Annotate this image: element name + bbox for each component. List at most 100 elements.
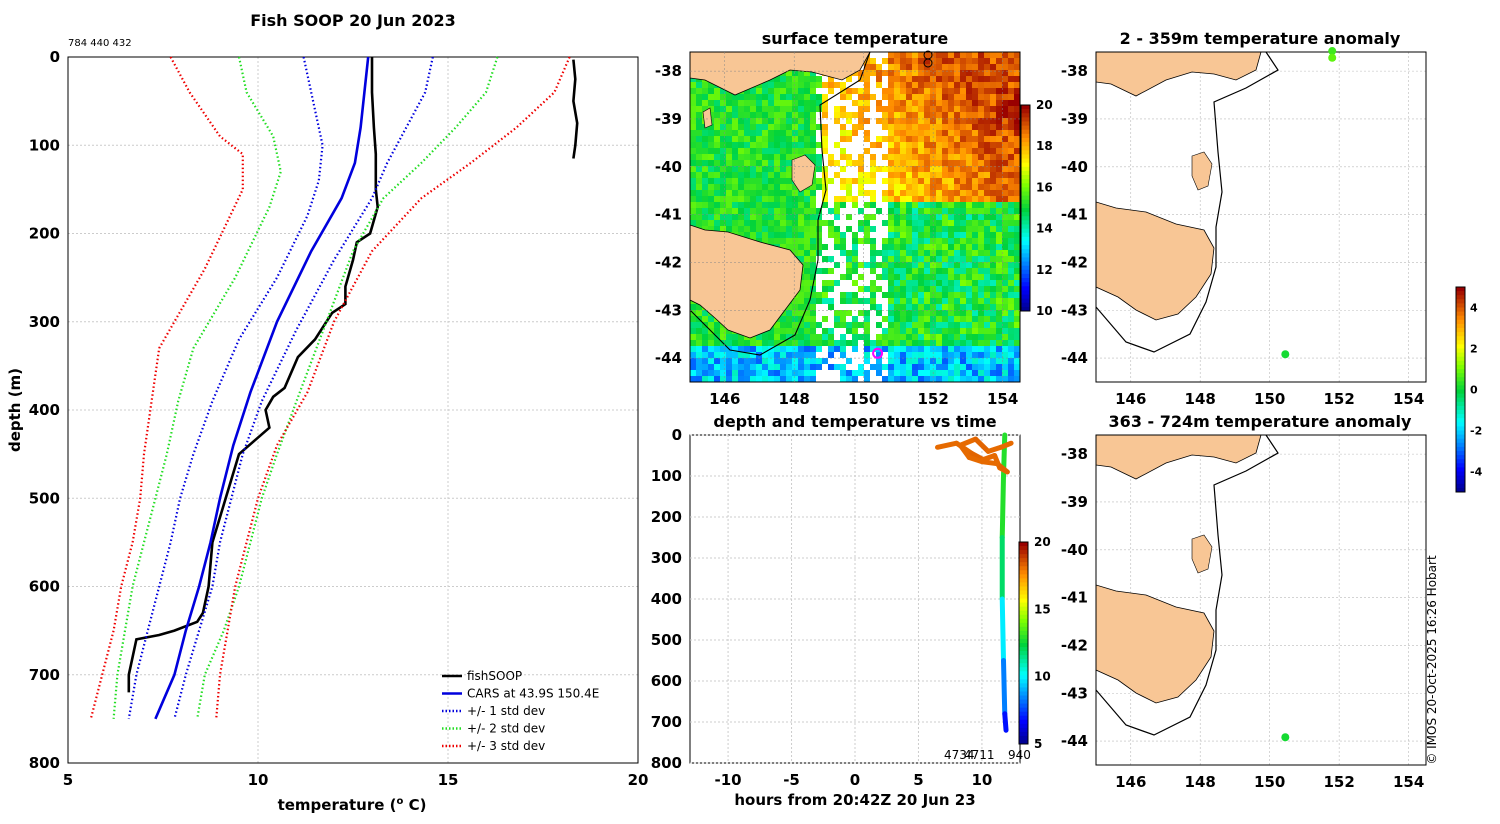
sst-pixel [810, 208, 816, 214]
sst-pixel [768, 226, 774, 232]
sst-pixel [744, 190, 750, 196]
sst-pixel [960, 280, 966, 286]
sst-pixel [708, 208, 714, 214]
sst-pixel [774, 328, 780, 334]
sst-pixel [996, 340, 1002, 346]
sst-pixel [906, 268, 912, 274]
sst-pixel [942, 112, 948, 118]
sst-pixel [756, 112, 762, 118]
sst-pixel [948, 88, 954, 94]
sst-pixel [972, 148, 978, 154]
sst-pixel [798, 112, 804, 118]
sst-pixel [990, 286, 996, 292]
sst-pixel [768, 196, 774, 202]
sst-pixel [990, 118, 996, 124]
sst-pixel [798, 220, 804, 226]
sst-pixel [948, 238, 954, 244]
sst-pixel [906, 76, 912, 82]
sst-pixel [894, 196, 900, 202]
sst-land-victoria [690, 52, 871, 96]
sst-pixel [888, 82, 894, 88]
sst-pixel [954, 334, 960, 340]
depth-time-colorbar-label: 10 [1034, 670, 1051, 684]
sst-pixel [918, 274, 924, 280]
sst-pixel [894, 64, 900, 70]
sst-pixel [846, 196, 852, 202]
sst-pixel [876, 286, 882, 292]
sst-pixel [930, 88, 936, 94]
sst-pixel [900, 166, 906, 172]
sst-pixel [714, 346, 720, 352]
sst-pixel [750, 340, 756, 346]
sst-pixel [774, 88, 780, 94]
sst-pixel [912, 370, 918, 376]
sst-pixel [828, 88, 834, 94]
sst-pixel [774, 322, 780, 328]
sst-pixel [714, 220, 720, 226]
sst-pixel [1002, 226, 1008, 232]
sst-pixel [900, 196, 906, 202]
sst-pixel [870, 166, 876, 172]
anomaly-colorbar-band [1456, 328, 1465, 333]
sst-pixel [996, 88, 1002, 94]
sst-pixel [954, 262, 960, 268]
sst-pixel [828, 352, 834, 358]
sst-pixel [978, 142, 984, 148]
sst-pixel [804, 262, 810, 268]
sst-pixel [822, 106, 828, 112]
sst-pixel [972, 220, 978, 226]
sst-pixel [918, 208, 924, 214]
anomaly-colorbar-band [1456, 487, 1465, 493]
sst-pixel [702, 208, 708, 214]
sst-pixel [954, 346, 960, 352]
sst-pixel [948, 322, 954, 328]
sst-pixel [726, 220, 732, 226]
sst-pixel [810, 328, 816, 334]
sst-pixel [798, 226, 804, 232]
sst-pixel [804, 82, 810, 88]
sst-pixel [804, 256, 810, 262]
sst-colorbar-band [1021, 146, 1030, 151]
depth-time-colorbar-band [1019, 622, 1028, 628]
sst-pixel [798, 124, 804, 130]
sst-pixel [1014, 232, 1020, 238]
anomaly-ytick-label: -43 [1061, 301, 1088, 319]
depth-time-grid [690, 434, 1020, 764]
sst-colorbar-label: 20 [1036, 98, 1053, 112]
sst-pixel [840, 154, 846, 160]
sst-pixel [942, 256, 948, 262]
sst-pixel [816, 100, 822, 106]
sst-pixel [1014, 304, 1020, 310]
sst-pixel [990, 142, 996, 148]
sst-pixel [918, 190, 924, 196]
sst-pixel [900, 226, 906, 232]
sst-pixel [978, 100, 984, 106]
sst-pixel [966, 304, 972, 310]
sst-pixel [954, 76, 960, 82]
anomaly-ytick-label: -39 [1061, 493, 1088, 511]
sst-pixel [804, 334, 810, 340]
sst-pixel [990, 292, 996, 298]
anomaly-colorbar-band [1456, 418, 1465, 423]
sst-pixel [954, 364, 960, 370]
sst-pixel [816, 94, 822, 100]
sst-pixel [936, 52, 942, 58]
sst-pixel [990, 334, 996, 340]
sst-pixel [786, 334, 792, 340]
sst-xtick-label: 146 [709, 390, 740, 408]
sst-pixel [858, 166, 864, 172]
sst-pixel [876, 64, 882, 70]
sst-colorbar-label: 10 [1036, 304, 1053, 318]
sst-pixel [894, 148, 900, 154]
sst-pixel [1002, 190, 1008, 196]
sst-land-tasmania [690, 224, 804, 339]
sst-pixel [774, 220, 780, 226]
anomaly-xtick-label: 150 [1254, 773, 1285, 791]
anomaly-ytick-label: -38 [1061, 62, 1088, 80]
sst-pixel [828, 160, 834, 166]
sst-pixel [960, 52, 966, 58]
sst-pixel [876, 364, 882, 370]
sst-pixel [960, 310, 966, 316]
sst-pixel [732, 160, 738, 166]
sst-pixel [804, 364, 810, 370]
